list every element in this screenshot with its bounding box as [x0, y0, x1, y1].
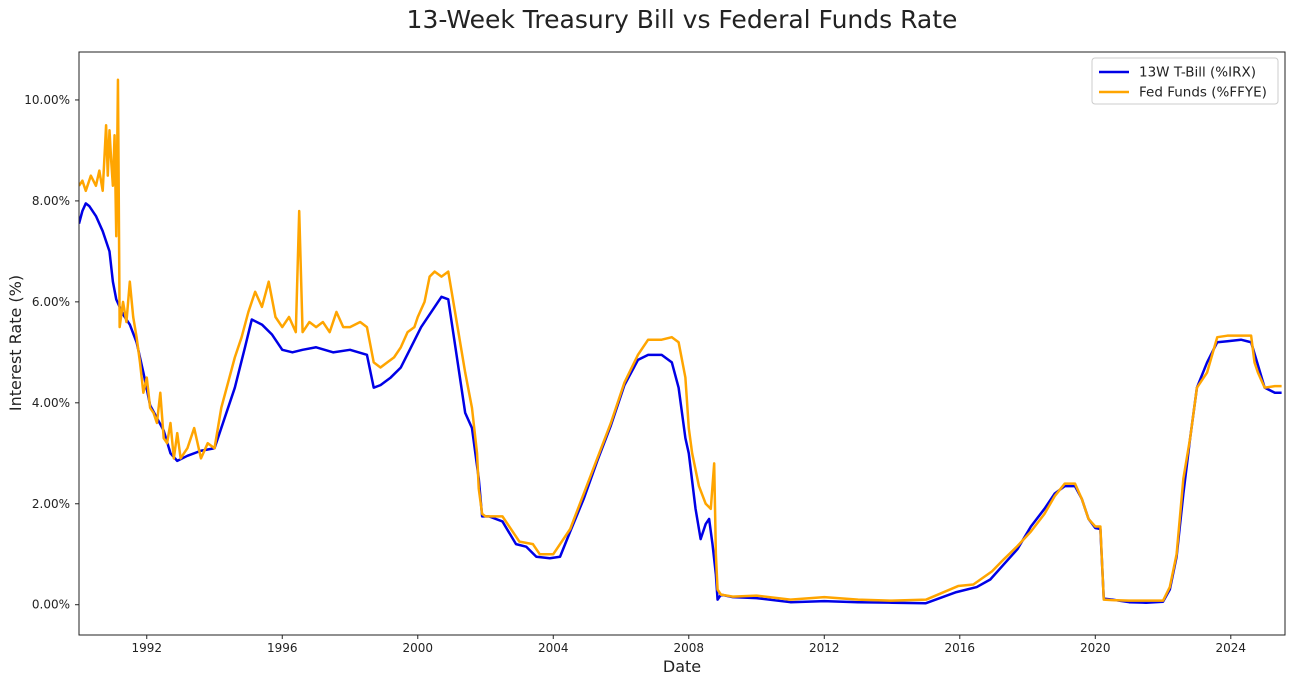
legend: 13W T-Bill (%IRX) Fed Funds (%FFYE) [1091, 57, 1279, 105]
x-tick-label: 2012 [809, 641, 840, 655]
y-tick-label: 2.00% [32, 497, 70, 511]
x-tick-label: 1992 [131, 641, 162, 655]
series-layer [79, 78, 1282, 605]
chart-title: 13-Week Treasury Bill vs Federal Funds R… [407, 5, 958, 34]
plot-frame [78, 51, 1286, 636]
x-tick-label: 2004 [538, 641, 569, 655]
y-tick-label: 6.00% [32, 295, 70, 309]
x-tick-label: 2016 [945, 641, 976, 655]
legend-box [1091, 57, 1279, 105]
series-line-tbill [79, 202, 1282, 605]
series-line-fedfunds [79, 78, 1282, 602]
legend-label-tbill: 13W T-Bill (%IRX) [1139, 65, 1256, 81]
x-tick-label: 2000 [402, 641, 433, 655]
y-axis-label: Interest Rate (%) [6, 275, 25, 411]
x-tick-label: 2024 [1216, 641, 1247, 655]
x-tick-label: 2008 [674, 641, 705, 655]
x-tick-label: 2020 [1080, 641, 1111, 655]
legend-label-fedfunds: Fed Funds (%FFYE) [1139, 85, 1267, 101]
x-axis: 1992 1996 2000 2004 2008 2012 2016 2020 2024 [131, 635, 1246, 655]
x-axis-label: Date [663, 657, 701, 676]
y-tick-label: 0.00% [32, 598, 70, 612]
y-axis: 0.00% 2.00% 4.00% 6.00% 8.00% 10.00% [24, 93, 79, 612]
y-tick-label: 4.00% [32, 396, 70, 410]
y-tick-label: 10.00% [24, 93, 70, 107]
x-tick-label: 1996 [267, 641, 298, 655]
y-tick-label: 8.00% [32, 194, 70, 208]
